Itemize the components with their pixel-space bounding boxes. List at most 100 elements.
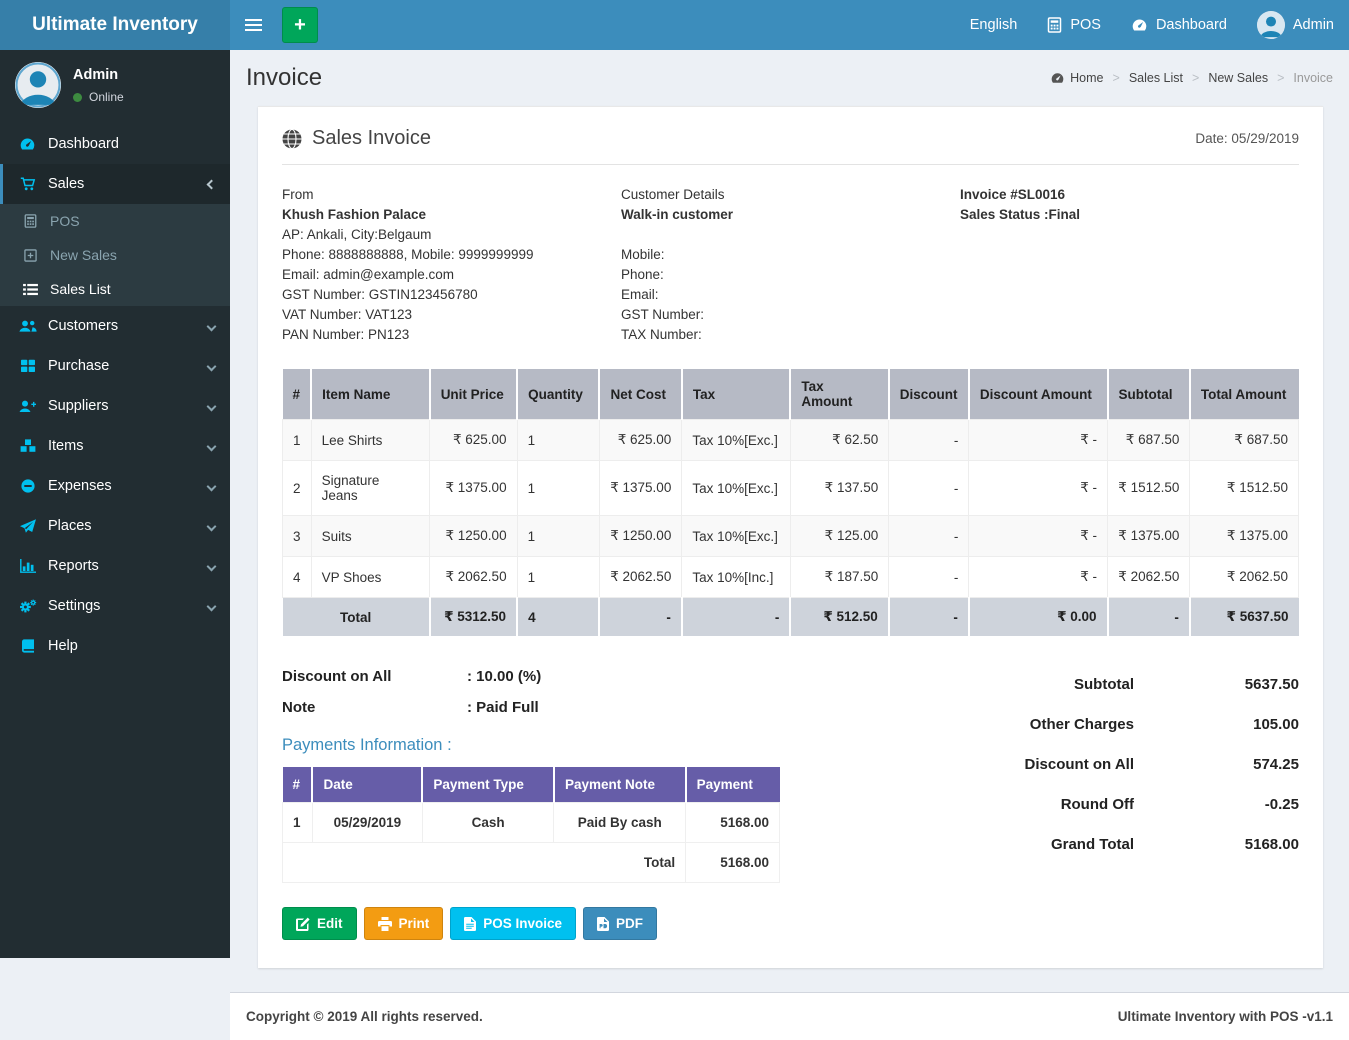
- user-plus-icon: [18, 399, 37, 413]
- navbar: + English POS Dashboard Adm: [230, 0, 1349, 50]
- table-row: 1 Lee Shirts ₹ 625.00 1 ₹ 625.00 Tax 10%…: [283, 420, 1299, 461]
- calculator-icon: [22, 214, 39, 228]
- sidebar-toggle-icon[interactable]: [230, 0, 277, 50]
- discount-on-all-row: Discount on All : 10.00 (%): [282, 668, 782, 685]
- dashboard-gauge-icon: [1131, 18, 1148, 32]
- chevron-left-icon: [207, 521, 217, 531]
- summary-discount-on-all: Discount on All 574.25: [979, 756, 1299, 773]
- table-row: 4 VP Shoes ₹ 2062.50 1 ₹ 2062.50 Tax 10%…: [283, 557, 1299, 598]
- globe-icon: [282, 129, 302, 149]
- copyright-text: Copyright © 2019 All rights reserved.: [246, 1009, 483, 1024]
- pos-invoice-button[interactable]: POS Invoice: [450, 907, 576, 940]
- customer-block: Customer Details Walk-in customer Mobile…: [621, 185, 960, 345]
- file-pdf-icon: [597, 917, 609, 931]
- brand-logo[interactable]: Ultimate Inventory: [0, 0, 230, 50]
- content-area: Invoice Home > Sales List > New Sales > …: [230, 0, 1349, 968]
- navbar-right: English POS Dashboard Admin: [955, 0, 1349, 50]
- invoice-info: From Khush Fashion Palace AP: Ankali, Ci…: [282, 185, 1299, 345]
- sidebar-item-expenses[interactable]: Expenses: [0, 466, 230, 506]
- chevron-left-icon: [207, 481, 217, 491]
- chevron-down-icon: [207, 179, 217, 189]
- chevron-left-icon: [207, 561, 217, 571]
- calculator-icon: [1047, 17, 1062, 33]
- page-title: Invoice: [246, 64, 322, 92]
- sidebar-item-pos[interactable]: POS: [0, 204, 230, 238]
- from-heading: From: [282, 185, 621, 205]
- user-avatar-small: [1257, 11, 1285, 39]
- sales-submenu: POS New Sales Sales List: [0, 204, 230, 306]
- payments-table: # Date Payment Type Payment Note Payment…: [282, 767, 780, 883]
- sidebar-item-help[interactable]: Help: [0, 626, 230, 666]
- invoice-summary: Subtotal 5637.50 Other Charges 105.00 Di…: [979, 662, 1299, 876]
- sidebar-item-items[interactable]: Items: [0, 426, 230, 466]
- sidebar-item-customers[interactable]: Customers: [0, 306, 230, 346]
- chevron-left-icon: [207, 401, 217, 411]
- invoice-items-table: # Item Name Unit Price Quantity Net Cost…: [282, 369, 1299, 636]
- top-header: Ultimate Inventory + English POS Dashboa…: [0, 0, 1349, 50]
- sidebar-item-new-sales[interactable]: New Sales: [0, 238, 230, 272]
- sales-status: Sales Status :Final: [960, 205, 1299, 225]
- sidebar-item-dashboard[interactable]: Dashboard: [0, 124, 230, 164]
- payments-header-row: # Date Payment Type Payment Note Payment: [283, 767, 780, 803]
- sidebar-item-places[interactable]: Places: [0, 506, 230, 546]
- user-avatar-large: [15, 62, 61, 108]
- items-header-row: # Item Name Unit Price Quantity Net Cost…: [283, 369, 1299, 420]
- from-block: From Khush Fashion Palace AP: Ankali, Ci…: [282, 185, 621, 345]
- quick-add-button[interactable]: +: [282, 7, 318, 43]
- grid-icon: [18, 359, 37, 373]
- table-row: 3 Suits ₹ 1250.00 1 ₹ 1250.00 Tax 10%[Ex…: [283, 516, 1299, 557]
- user-menu[interactable]: Admin: [1242, 0, 1349, 50]
- edit-pencil-icon: [296, 917, 310, 931]
- book-icon: [18, 639, 37, 653]
- navbar-dashboard-link[interactable]: Dashboard: [1116, 0, 1242, 50]
- edit-button[interactable]: Edit: [282, 907, 357, 940]
- sidebar-item-suppliers[interactable]: Suppliers: [0, 386, 230, 426]
- sidebar-item-settings[interactable]: Settings: [0, 586, 230, 626]
- chevron-left-icon: [207, 361, 217, 371]
- breadcrumb-home[interactable]: Home: [1050, 71, 1103, 85]
- invoice-date: Date: 05/29/2019: [1195, 131, 1299, 146]
- page-footer: Copyright © 2019 All rights reserved. Ul…: [230, 992, 1349, 1040]
- navbar-pos-link[interactable]: POS: [1032, 0, 1116, 50]
- payments-total-row: Total 5168.00: [283, 843, 780, 883]
- print-button[interactable]: Print: [364, 907, 444, 940]
- bar-chart-icon: [18, 559, 37, 573]
- sidebar-item-reports[interactable]: Reports: [0, 546, 230, 586]
- summary-other-charges: Other Charges 105.00: [979, 716, 1299, 733]
- invoice-header: Sales Invoice Date: 05/29/2019: [282, 123, 1299, 165]
- online-status-dot: [73, 93, 82, 102]
- sidebar-user-status[interactable]: Online: [73, 90, 124, 104]
- sidebar-item-sales[interactable]: Sales: [0, 164, 230, 204]
- chevron-left-icon: [207, 321, 217, 331]
- users-icon: [18, 319, 37, 333]
- file-text-icon: [464, 917, 476, 931]
- chevron-left-icon: [207, 601, 217, 611]
- action-buttons: Edit Print POS Invoice PDF: [282, 907, 782, 940]
- minus-circle-icon: [18, 479, 37, 493]
- note-row: Note : Paid Full: [282, 699, 782, 716]
- chevron-left-icon: [207, 441, 217, 451]
- from-name: Khush Fashion Palace: [282, 205, 621, 225]
- invoice-lower-section: Discount on All : 10.00 (%) Note : Paid …: [282, 662, 1299, 940]
- table-row: 2 Signature Jeans ₹ 1375.00 1 ₹ 1375.00 …: [283, 461, 1299, 516]
- printer-icon: [378, 917, 392, 931]
- customer-heading: Customer Details: [621, 185, 960, 205]
- plus-square-icon: [22, 249, 39, 262]
- breadcrumb-new-sales[interactable]: New Sales: [1208, 71, 1268, 85]
- dashboard-gauge-icon: [18, 137, 37, 151]
- cart-icon: [18, 177, 37, 191]
- items-total-row: Total ₹ 5312.50 4 - - ₹ 512.50 - ₹ 0.00 …: [283, 598, 1299, 637]
- sidebar-item-purchase[interactable]: Purchase: [0, 346, 230, 386]
- summary-round-off: Round Off -0.25: [979, 796, 1299, 813]
- pdf-button[interactable]: PDF: [583, 907, 657, 940]
- language-menu[interactable]: English: [955, 0, 1033, 50]
- sidebar: Admin Online Dashboard Sales POS New Sal…: [0, 50, 230, 958]
- sidebar-menu: Dashboard Sales POS New Sales Sales List…: [0, 124, 230, 666]
- invoice-title: Sales Invoice: [282, 127, 431, 150]
- invoice-panel: Sales Invoice Date: 05/29/2019 From Khus…: [258, 106, 1323, 968]
- sidebar-item-sales-list[interactable]: Sales List: [0, 272, 230, 306]
- cubes-icon: [18, 439, 37, 453]
- breadcrumb-sales-list[interactable]: Sales List: [1129, 71, 1183, 85]
- invoice-meta-block: Invoice #SL0016 Sales Status :Final: [960, 185, 1299, 345]
- dashboard-gauge-icon: [1050, 72, 1065, 84]
